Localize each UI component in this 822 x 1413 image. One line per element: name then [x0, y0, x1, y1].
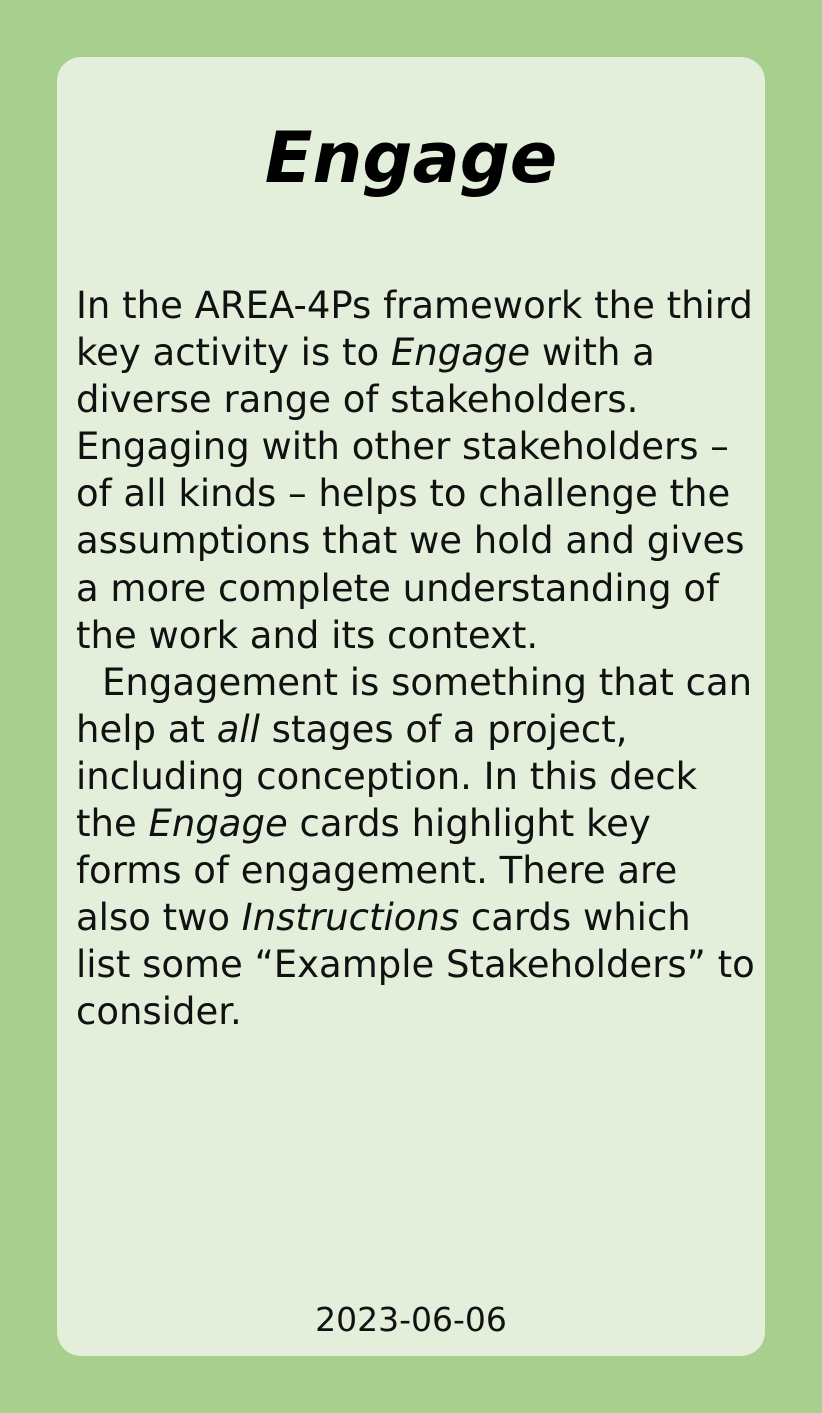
- card-panel: [57, 57, 765, 1356]
- paragraph-1: In the AREA-4Ps framework the third key …: [76, 282, 756, 659]
- card-date: 2023-06-06: [315, 1300, 507, 1339]
- card-body: In the AREA-4Ps framework the third key …: [76, 282, 756, 1036]
- paragraph-2: Engagement is something that can help at…: [76, 659, 756, 1036]
- paragraph-2-emphasis-instructions: Instructions: [241, 896, 460, 940]
- paragraph-1-text-a: In the AREA-4Ps framework the third key …: [76, 284, 753, 375]
- paragraph-1-text-b: with a diverse range of stakeholders. En…: [76, 331, 745, 657]
- paragraph-2-text-a: Engagement is something that can help at: [76, 660, 753, 751]
- paragraph-1-emphasis-engage: Engage: [390, 331, 531, 375]
- paragraph-2-text-b: stages of a project, including conceptio…: [76, 707, 698, 846]
- paragraph-2-text-d: cards which list some “Example Stakehold…: [76, 896, 755, 1034]
- paragraph-2-emphasis-engage: Engage: [148, 802, 288, 846]
- paragraph-2-emphasis-all: all: [216, 707, 260, 751]
- paragraph-2-text-c: cards highlight key forms of engagement.…: [76, 802, 678, 940]
- card-title: Engage: [264, 117, 558, 199]
